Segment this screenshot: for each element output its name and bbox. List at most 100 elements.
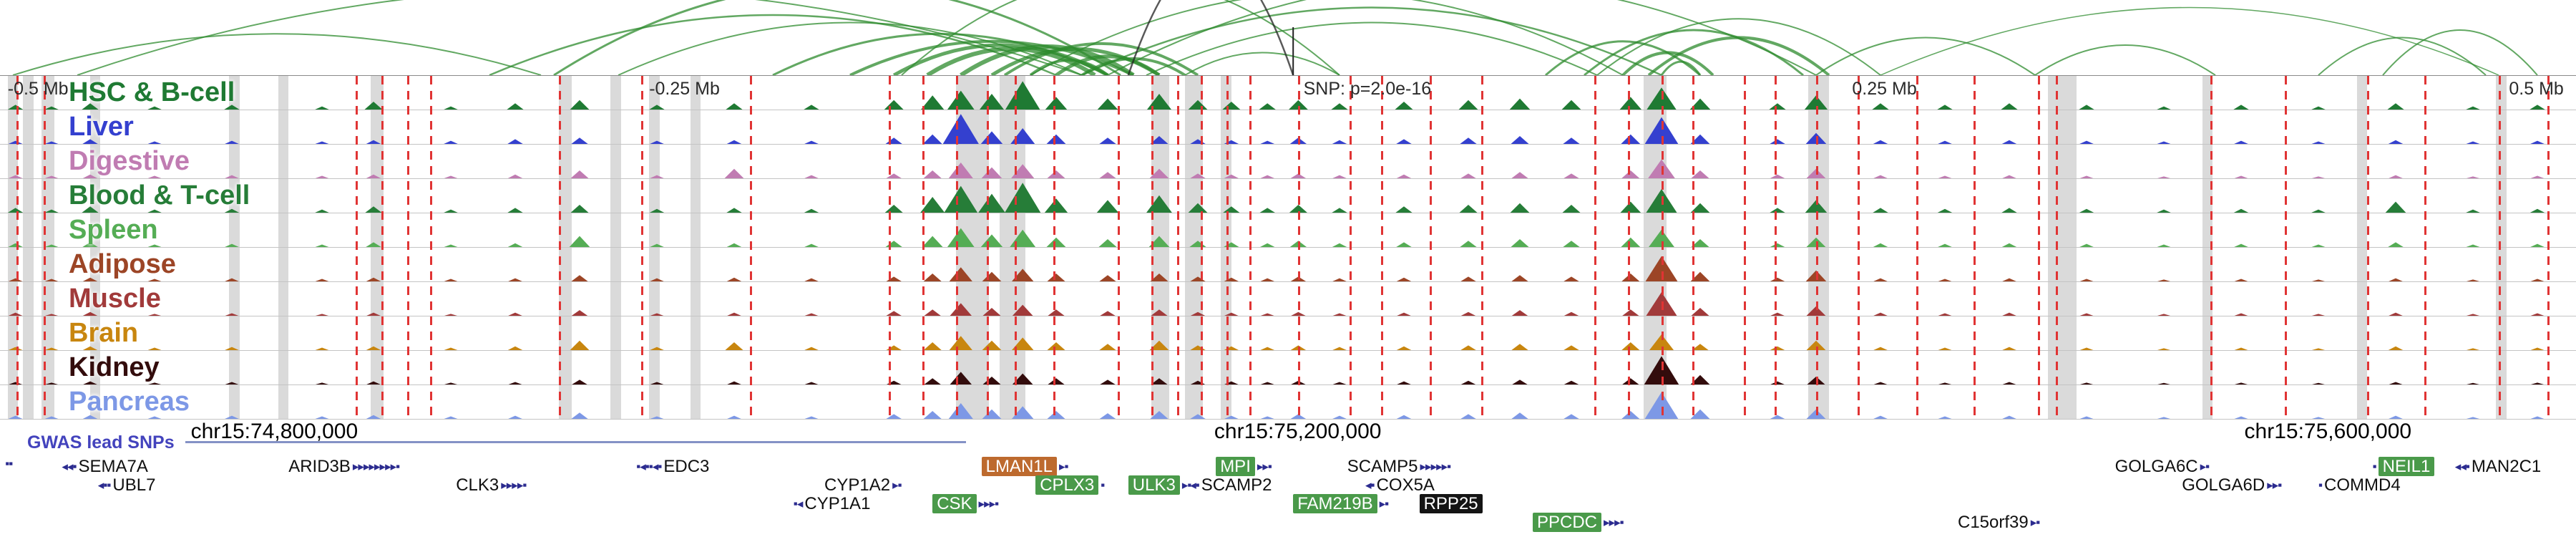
signal-pancreas [0,392,2576,419]
gene-body-glyph: ◂◂▪ [2454,459,2470,473]
interaction-arc [1880,6,2499,75]
interaction-arc [1184,52,1340,75]
gene-man2c1: ◂◂▪ MAN2C1 [2455,457,2541,476]
signal-kidney [0,356,2576,384]
lead-snp-line [1053,76,1056,419]
gene-label: COMMD4 [2324,475,2401,495]
gene-body-glyph: ▸▸▪ [1257,459,1272,473]
gene-edc3: ▪◂▪▪◂▪ EDC3 [636,457,709,476]
lead-snp-line [2210,76,2212,419]
lead-snp-line [1118,76,1121,419]
gene-ulk3: ULK3 ▸▪ [1128,475,1191,495]
gene-label: SCAMP2 [1201,475,1272,495]
signal-hsc-b-cell [0,81,2576,110]
interaction-arc [1584,29,1804,75]
gene-label: CLK3 [456,475,499,495]
track-label-kidney: Kidney [69,352,160,382]
lead-snp-line [44,76,47,419]
gene-cyp1a1: ▪◂ CYP1A1 [794,494,871,513]
lead-snp-line [1298,76,1301,419]
interaction-arc [1647,36,1830,75]
scale-label: 0.25 Mb [1852,79,1917,99]
gene-body-glyph: ▸▪ [1379,496,1390,511]
gene-label: MPI [1216,457,1255,476]
gene-body-glyph: ▸▸▸▸▸▪ [1420,459,1452,473]
lead-snp-line [749,76,752,419]
lead-snp-line [1200,76,1203,419]
interaction-arc [1545,40,1701,75]
lead-snp-line [16,76,19,419]
lead-snp-line [1594,76,1597,419]
interaction-arc [12,33,542,75]
gene-body-glyph: ▸▪ [1181,478,1192,492]
signal-spleen [0,228,2576,247]
gene-arid3b: ARID3B ▸▸▸▸▸▸▸▸▪ [288,457,400,476]
scale-label: SNP: p=2.0e-16 [1303,79,1432,99]
signal-blood-t-cell [0,183,2576,213]
lead-snp-line [1916,76,1919,419]
gene-ubl7: ◂▪▪ UBL7 [98,475,156,495]
lead-snp-line [559,76,562,419]
interaction-arc [1029,59,1109,75]
gene-body-glyph: ◂◂▪ [62,459,77,473]
track-row-liver [0,110,2576,145]
lead-snp-line [1226,76,1229,419]
gene-label: SEMA7A [78,457,148,476]
signal-liver [0,114,2576,144]
gene-label: EDC3 [663,457,710,476]
track-row-brain [0,316,2576,351]
gene-label: SCAMP5 [1347,457,1418,476]
gene-body-glyph: ▸▪ [892,478,902,492]
track-label-spleen: Spleen [69,215,158,245]
gene-body-glyph: ▪ [2372,459,2377,473]
lead-snp-line [1380,76,1383,419]
interaction-arc [1030,0,1624,75]
lead-snp-line [1775,76,1777,419]
lead-snp-line [1015,76,1018,419]
gene-label: PPCDC [1533,513,1602,532]
interaction-arc [1055,54,1161,75]
transcript-line [185,441,966,443]
tracks-panel: -0.5 Mb -0.25 Mb SNP: p=2.0e-16 0.25 Mb 0.5 … [0,75,2576,420]
interaction-arc [2382,29,2538,75]
gene-clk3: CLK3 ▸▸▸▸▪ [456,475,527,495]
gene-rpp25: RPP25 [1419,494,1483,513]
coordinate-label: chr15:74,800,000 [190,420,358,443]
track-row-muscle [0,282,2576,316]
lead-snp-line [2367,76,2370,419]
gene-body-glyph: ▸▸▸▸▪ [501,478,527,492]
gene-label: RPP25 [1419,494,1483,513]
gene-annotation-panel: ▪▪ ◂◂▪ SEMA7A ARID3B ▸▸▸▸▸▸▸▸▪ ▪◂▪▪◂▪ EDC3 LMAN… [0,437,2576,537]
scale-label: -0.5 Mb [7,79,69,99]
gene-label: FAM219B [1293,494,1377,513]
track-row-adipose [0,248,2576,282]
lead-snp-line [406,76,409,419]
lead-snp-line [1481,76,1483,419]
track-row-digestive [0,145,2576,179]
gene-body-glyph: ◂▪ [1190,478,1200,492]
lead-snp-line [986,76,989,419]
interaction-arc [1127,0,1294,75]
gene-label: CPLX3 [1035,475,1099,495]
track-label-hsc-b-cell: HSC & B-cell [69,77,235,107]
gene-sema7a: ◂◂▪ SEMA7A [62,457,147,476]
interaction-arc [2034,44,2216,75]
lead-snp-line [922,76,924,419]
lead-snp-line [2285,76,2288,419]
gene-label: UBL7 [112,475,156,495]
gene-body-glyph: ▪ [1101,478,1105,492]
gene-body-glyph: ▸▸▪ [2267,478,2282,492]
track-label-digestive: Digestive [69,146,190,176]
lead-snp-line [1744,76,1747,419]
gene-body-glyph: ▸▪ [2200,459,2210,473]
gene-scamp2: ◂▪ SCAMP2 [1190,475,1272,495]
track-row-pancreas [0,385,2576,420]
interaction-arc [1596,18,1881,75]
gene-body-glyph: ▸▪ [2030,515,2041,529]
lead-snp-line [2499,76,2501,419]
lead-snp-line [889,76,891,419]
lead-snp-line [1350,76,1352,419]
interaction-arc [77,0,1083,75]
lead-snp-line [1628,76,1631,419]
